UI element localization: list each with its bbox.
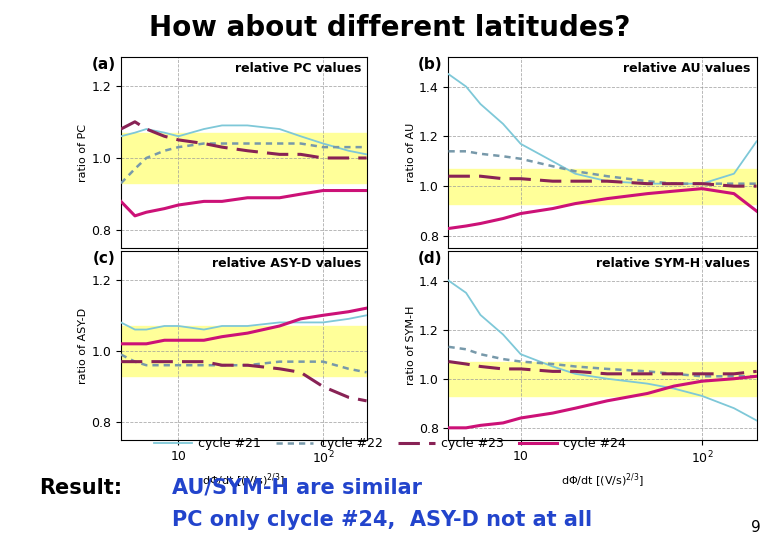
- Text: 9: 9: [750, 519, 760, 535]
- Bar: [121, 326, 367, 376]
- Y-axis label: ratio of PC: ratio of PC: [79, 124, 88, 181]
- Bar: [121, 133, 367, 183]
- Text: relative AU values: relative AU values: [623, 63, 750, 76]
- Text: (b): (b): [418, 57, 442, 72]
- Text: (c): (c): [94, 251, 116, 266]
- Text: PC only clycle #24,  ASY-D not at all: PC only clycle #24, ASY-D not at all: [172, 510, 592, 530]
- X-axis label: $\mathrm{d\Phi/dt}$ [(V/s)$^{2/3}$]: $\mathrm{d\Phi/dt}$ [(V/s)$^{2/3}$]: [202, 472, 285, 490]
- Text: relative ASY-D values: relative ASY-D values: [212, 256, 362, 270]
- X-axis label: $\mathrm{d\Phi/dt}$ [(V/s)$^{2/3}$]: $\mathrm{d\Phi/dt}$ [(V/s)$^{2/3}$]: [561, 472, 644, 490]
- Text: relative PC values: relative PC values: [236, 63, 362, 76]
- Y-axis label: ratio of ASY-D: ratio of ASY-D: [79, 308, 88, 383]
- Text: Result:: Result:: [39, 478, 122, 498]
- Legend: cycle #21, cycle #22, cycle #23, cycle #24: cycle #21, cycle #22, cycle #23, cycle #…: [149, 433, 631, 455]
- Text: (a): (a): [92, 57, 116, 72]
- Y-axis label: ratio of AU: ratio of AU: [406, 123, 416, 182]
- Y-axis label: ratio of SYM-H: ratio of SYM-H: [406, 306, 416, 385]
- Text: (d): (d): [418, 251, 442, 266]
- Text: AU/SYM-H are similar: AU/SYM-H are similar: [172, 478, 422, 498]
- Text: relative SYM-H values: relative SYM-H values: [597, 256, 750, 270]
- Text: How about different latitudes?: How about different latitudes?: [149, 14, 631, 42]
- Bar: [448, 168, 757, 204]
- Bar: [448, 362, 757, 396]
